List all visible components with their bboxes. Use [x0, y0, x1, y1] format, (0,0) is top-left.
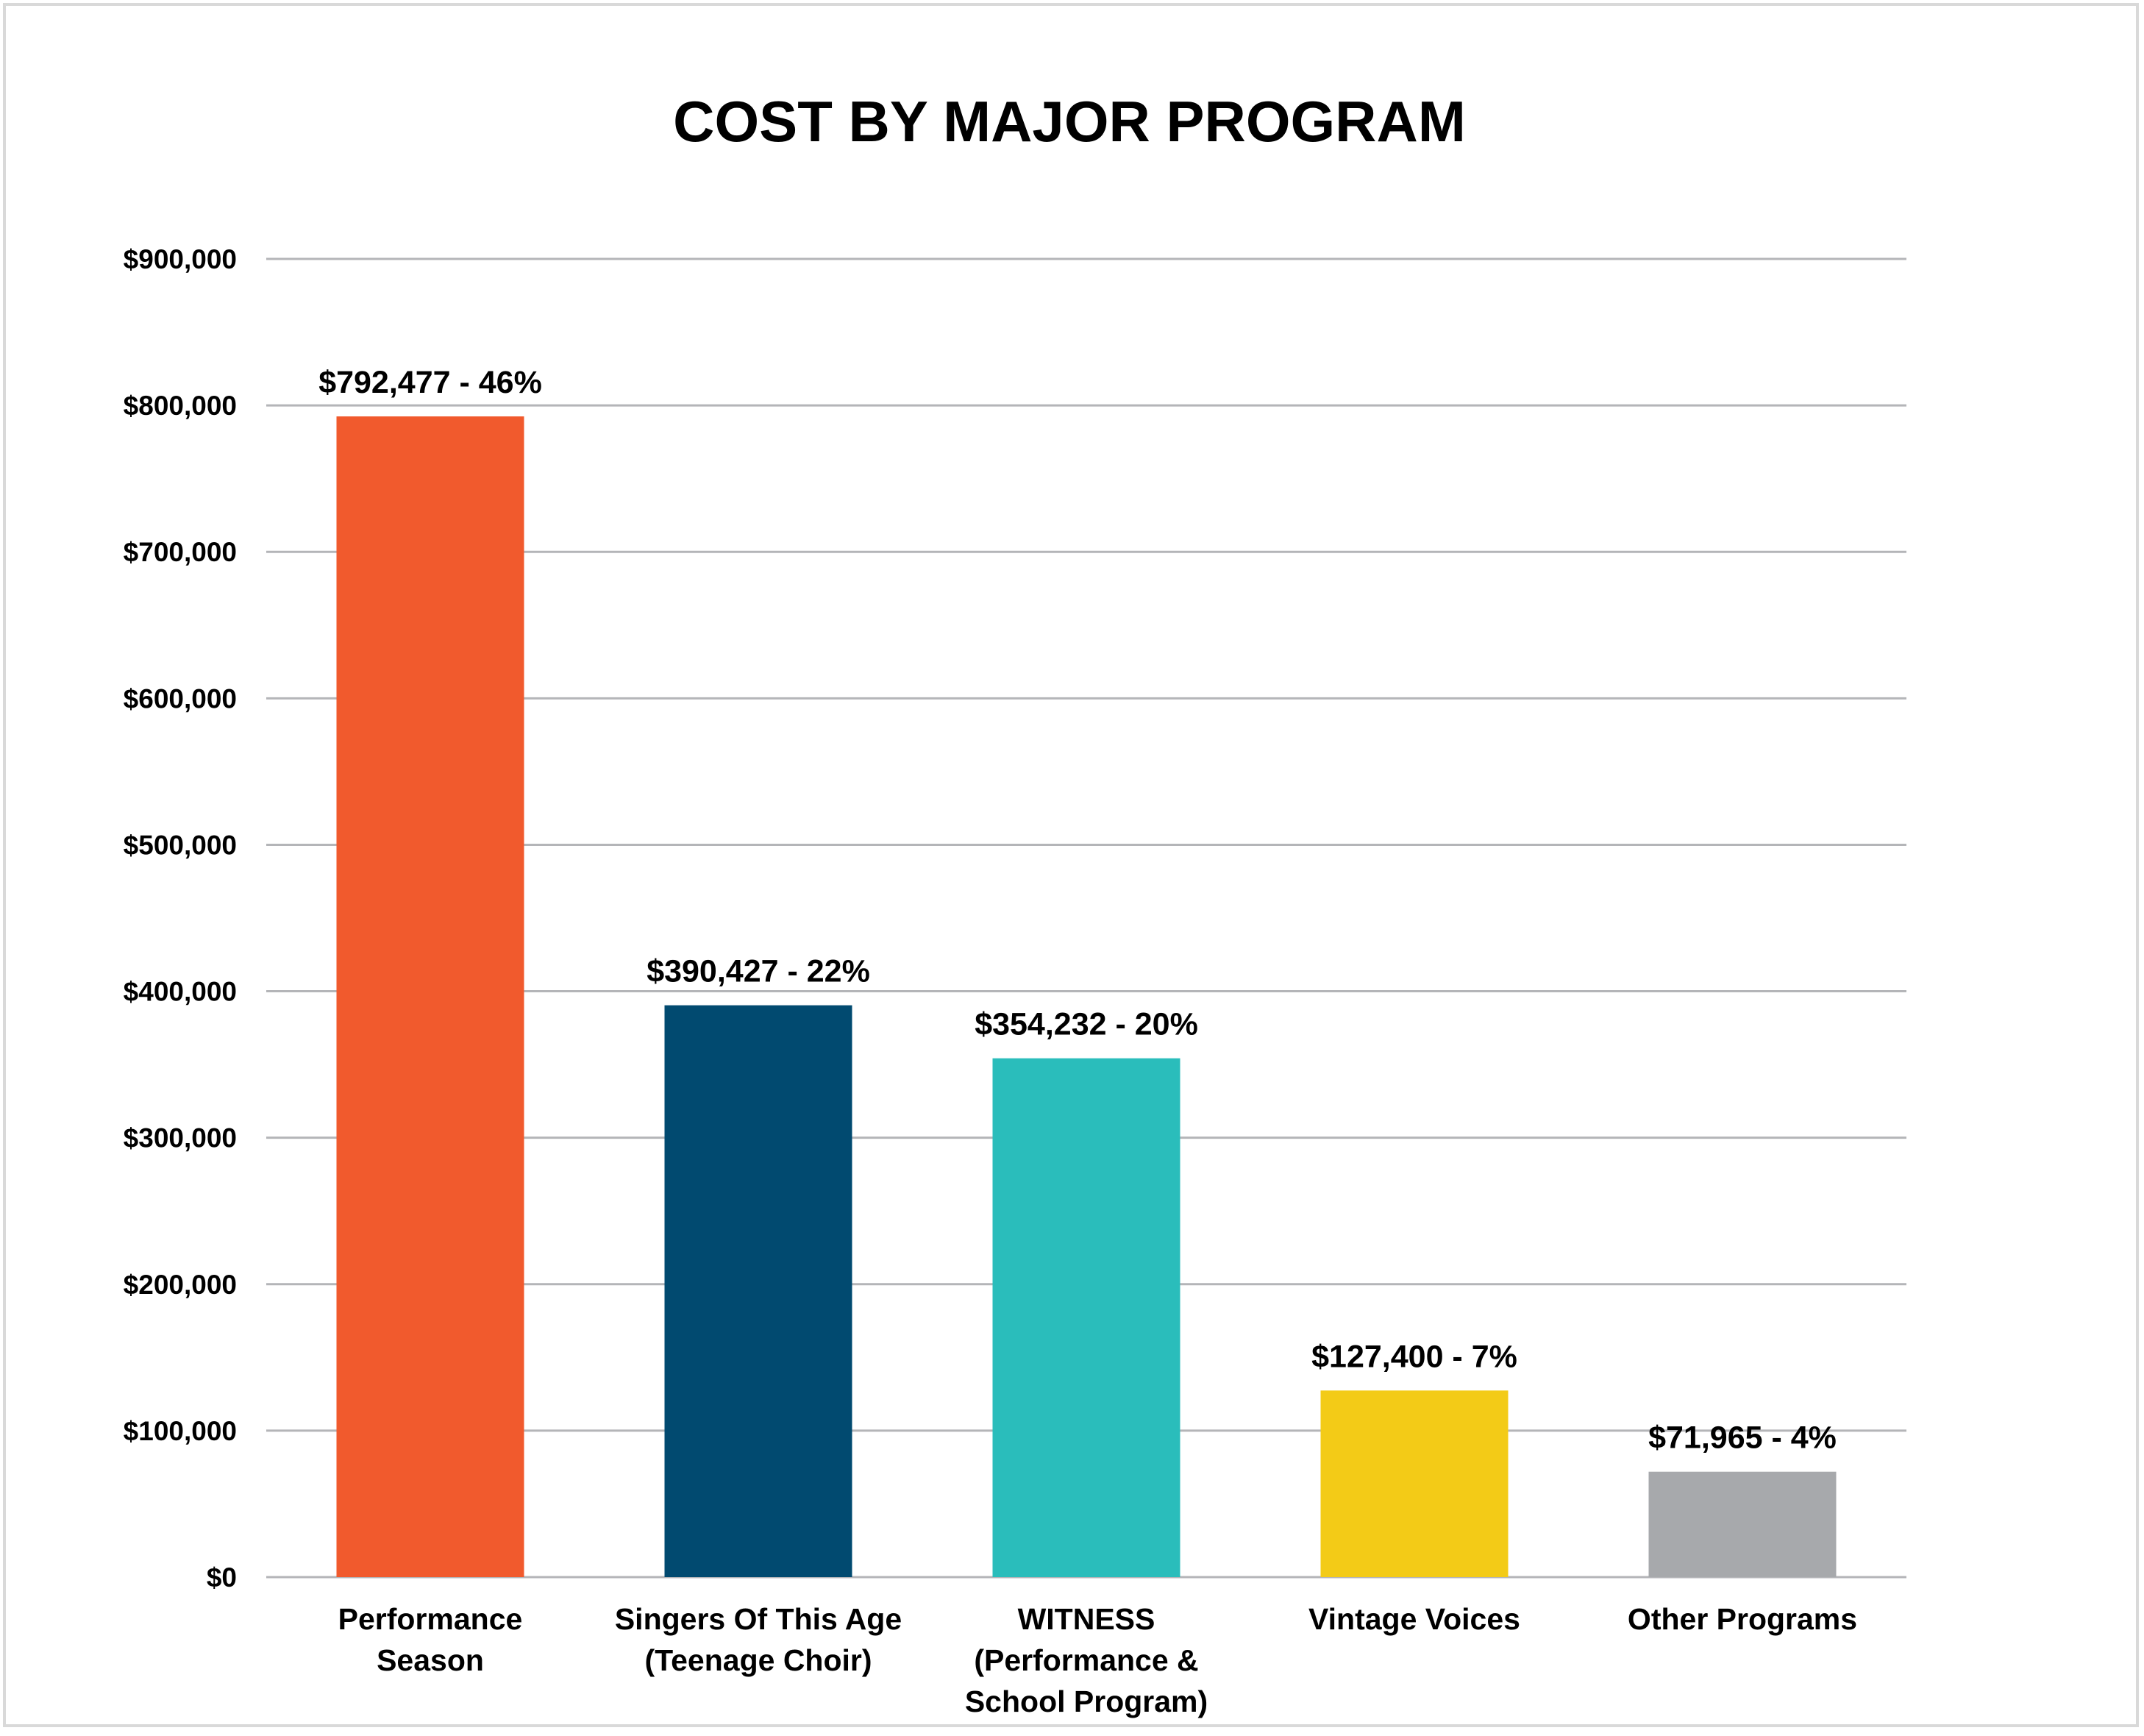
y-tick-label: $300,000: [124, 1123, 237, 1153]
y-axis-tick-labels: $0 $100,000 $200,000 $300,000 $400,000 $500,0…: [124, 244, 237, 1593]
bars: [336, 416, 1837, 1577]
x-category-label: Other Programs: [1628, 1602, 1857, 1636]
x-category-label: Vintage Voices: [1308, 1602, 1520, 1636]
x-category-label: Singers Of This Age (Teenage Choir): [615, 1602, 902, 1677]
y-tick-label: $0: [207, 1562, 237, 1593]
data-labels: $792,477 - 46% $390,427 - 22% $354,232 - 2…: [318, 365, 1837, 1456]
y-tick-label: $900,000: [124, 244, 237, 274]
x-axis-category-labels: Performance Season Singers Of This Age (Tee…: [338, 1602, 1857, 1718]
y-tick-label: $200,000: [124, 1270, 237, 1300]
x-category-label-line: Other Programs: [1628, 1602, 1857, 1636]
x-category-label: WITNESS (Performance & School Program): [965, 1602, 1208, 1718]
y-tick-label: $500,000: [124, 830, 237, 860]
bar: [1648, 1471, 1837, 1577]
y-tick-label: $700,000: [124, 537, 237, 567]
y-tick-label: $100,000: [124, 1416, 237, 1446]
bar: [336, 416, 524, 1577]
bar: [1320, 1390, 1509, 1577]
data-label: $390,427 - 22%: [647, 954, 870, 989]
x-category-label-line: School Program): [965, 1685, 1208, 1718]
data-label: $354,232 - 20%: [975, 1007, 1198, 1042]
bar: [992, 1058, 1180, 1577]
data-label: $792,477 - 46%: [318, 365, 542, 400]
x-category-label-line: WITNESS: [1018, 1602, 1155, 1636]
data-label: $127,400 - 7%: [1311, 1339, 1517, 1374]
x-category-label-line: (Performance &: [974, 1643, 1198, 1677]
y-tick-label: $400,000: [124, 977, 237, 1007]
x-category-label-line: (Teenage Choir): [644, 1643, 872, 1677]
chart-title: COST BY MAJOR PROGRAM: [673, 89, 1466, 154]
data-label: $71,965 - 4%: [1648, 1420, 1837, 1456]
y-tick-label: $800,000: [124, 391, 237, 421]
x-category-label-line: Performance: [338, 1602, 523, 1636]
x-category-label-line: Season: [377, 1643, 484, 1677]
x-category-label-line: Vintage Voices: [1308, 1602, 1520, 1636]
y-tick-label: $600,000: [124, 683, 237, 714]
gridlines: [266, 257, 1906, 1579]
x-category-label: Performance Season: [338, 1602, 523, 1677]
x-category-label-line: Singers Of This Age: [615, 1602, 902, 1636]
bar: [664, 1005, 852, 1577]
